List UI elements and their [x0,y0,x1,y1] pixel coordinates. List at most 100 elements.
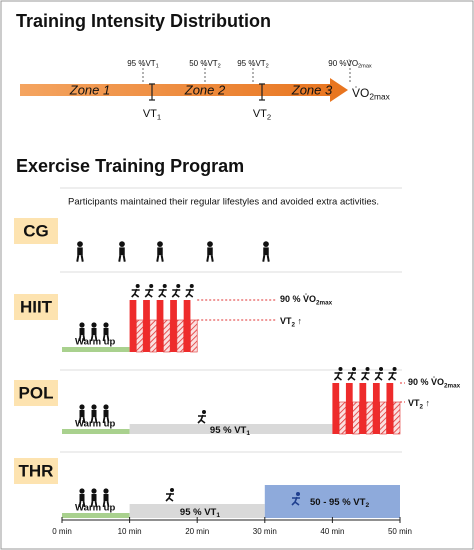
group-label: THR [19,461,54,480]
arrow-end-label-sub: 2max [369,92,390,102]
icon [122,254,126,262]
icon [171,288,181,298]
intensity-label-sub: 2max [316,299,333,306]
icon [262,254,266,262]
intensity-label-suffix: ↑ [295,316,302,326]
zone-label: Zone 2 [184,82,226,97]
icon [82,500,86,508]
icon [106,416,110,424]
icon [158,288,167,298]
time-label: 40 min [320,527,344,536]
icon [80,254,84,262]
icon [387,371,397,381]
threshold-label-main: 50 %VT [189,59,218,68]
time-label: 10 min [118,527,142,536]
low-bar [163,319,171,353]
icon [106,334,110,342]
zone-label: Zone 1 [69,82,110,97]
high-bar [359,383,367,434]
marker-label: VT1 [143,108,161,121]
high-bar [345,383,353,434]
warmup-label: Warm up [75,503,115,514]
intensity-label-main: 90 % V̇O [408,377,444,387]
icon [103,410,109,417]
icon [106,500,110,508]
icon [263,247,269,256]
icon [135,284,140,288]
icon [165,492,174,502]
icon [103,328,109,335]
icon [79,322,85,328]
icon [374,371,384,381]
group-label: HIIT [20,297,53,316]
warmup-label: Warm up [75,337,115,348]
base-label-main: 95 % VT [180,507,217,518]
high-bar [170,300,177,352]
icon [77,241,83,247]
icon [90,500,94,508]
base-label: 95 % VT1 [210,425,250,437]
icon [338,367,343,371]
icon [379,367,384,371]
icon [202,410,206,414]
icon [118,254,122,262]
icon [131,288,140,298]
intensity-arrow [20,78,348,102]
upper-label-sub: 2 [365,502,369,509]
icon [103,322,109,328]
low-bar [136,319,144,353]
icon [91,488,97,494]
icon [79,328,85,335]
icon [79,404,85,410]
icon [79,494,85,501]
icon [156,254,160,262]
icon [176,284,181,288]
upper-label-main: 50 - 95 % VT [310,497,366,508]
icon [162,284,167,288]
warmup-label: Warm up [75,419,115,430]
threshold-label-sub: 1 [156,64,159,70]
icon [103,488,109,494]
time-label: 50 min [388,527,412,536]
high-bar [183,300,191,352]
base-label: 95 % VT1 [180,507,220,519]
time-label: 30 min [253,527,277,536]
icon [119,247,125,256]
intensity-label-suffix: ↑ [423,398,430,408]
arrow-end-label: V̇O2max [352,86,391,102]
time-label: 0 min [52,527,72,536]
icon [189,284,194,288]
icon [149,284,154,288]
icon [91,410,97,417]
intensity-label: VT2 ↑ [408,398,430,410]
icon [90,416,94,424]
high-bar [386,383,394,434]
icon [392,367,397,371]
threshold-label-sub: 2max [358,64,372,70]
threshold-tick [149,83,155,101]
icon [157,247,163,256]
icon [333,371,343,381]
icon [160,254,164,262]
icon [207,247,213,256]
high-bar [372,383,380,434]
icon [90,334,94,342]
icon [210,254,214,262]
threshold-label: 90 %V̇O2max [328,59,372,70]
intensity-label-sub: 2 [292,321,296,328]
threshold-label-main: 95 %VT [237,59,266,68]
threshold-label: 50 %VT2 [189,59,221,70]
group-label: CG [23,221,49,240]
low-bar [190,319,198,353]
low-bar [365,401,374,435]
low-bar [379,401,387,435]
marker-label: VT2 [253,108,271,121]
upper-label: 50 - 95 % VT2 [310,497,369,509]
high-bar [332,383,340,434]
group-label: POL [19,383,54,402]
section-title: Exercise Training Program [16,156,244,176]
icon [170,488,174,492]
icon [266,254,270,262]
icon [102,334,106,342]
icon [119,241,125,247]
